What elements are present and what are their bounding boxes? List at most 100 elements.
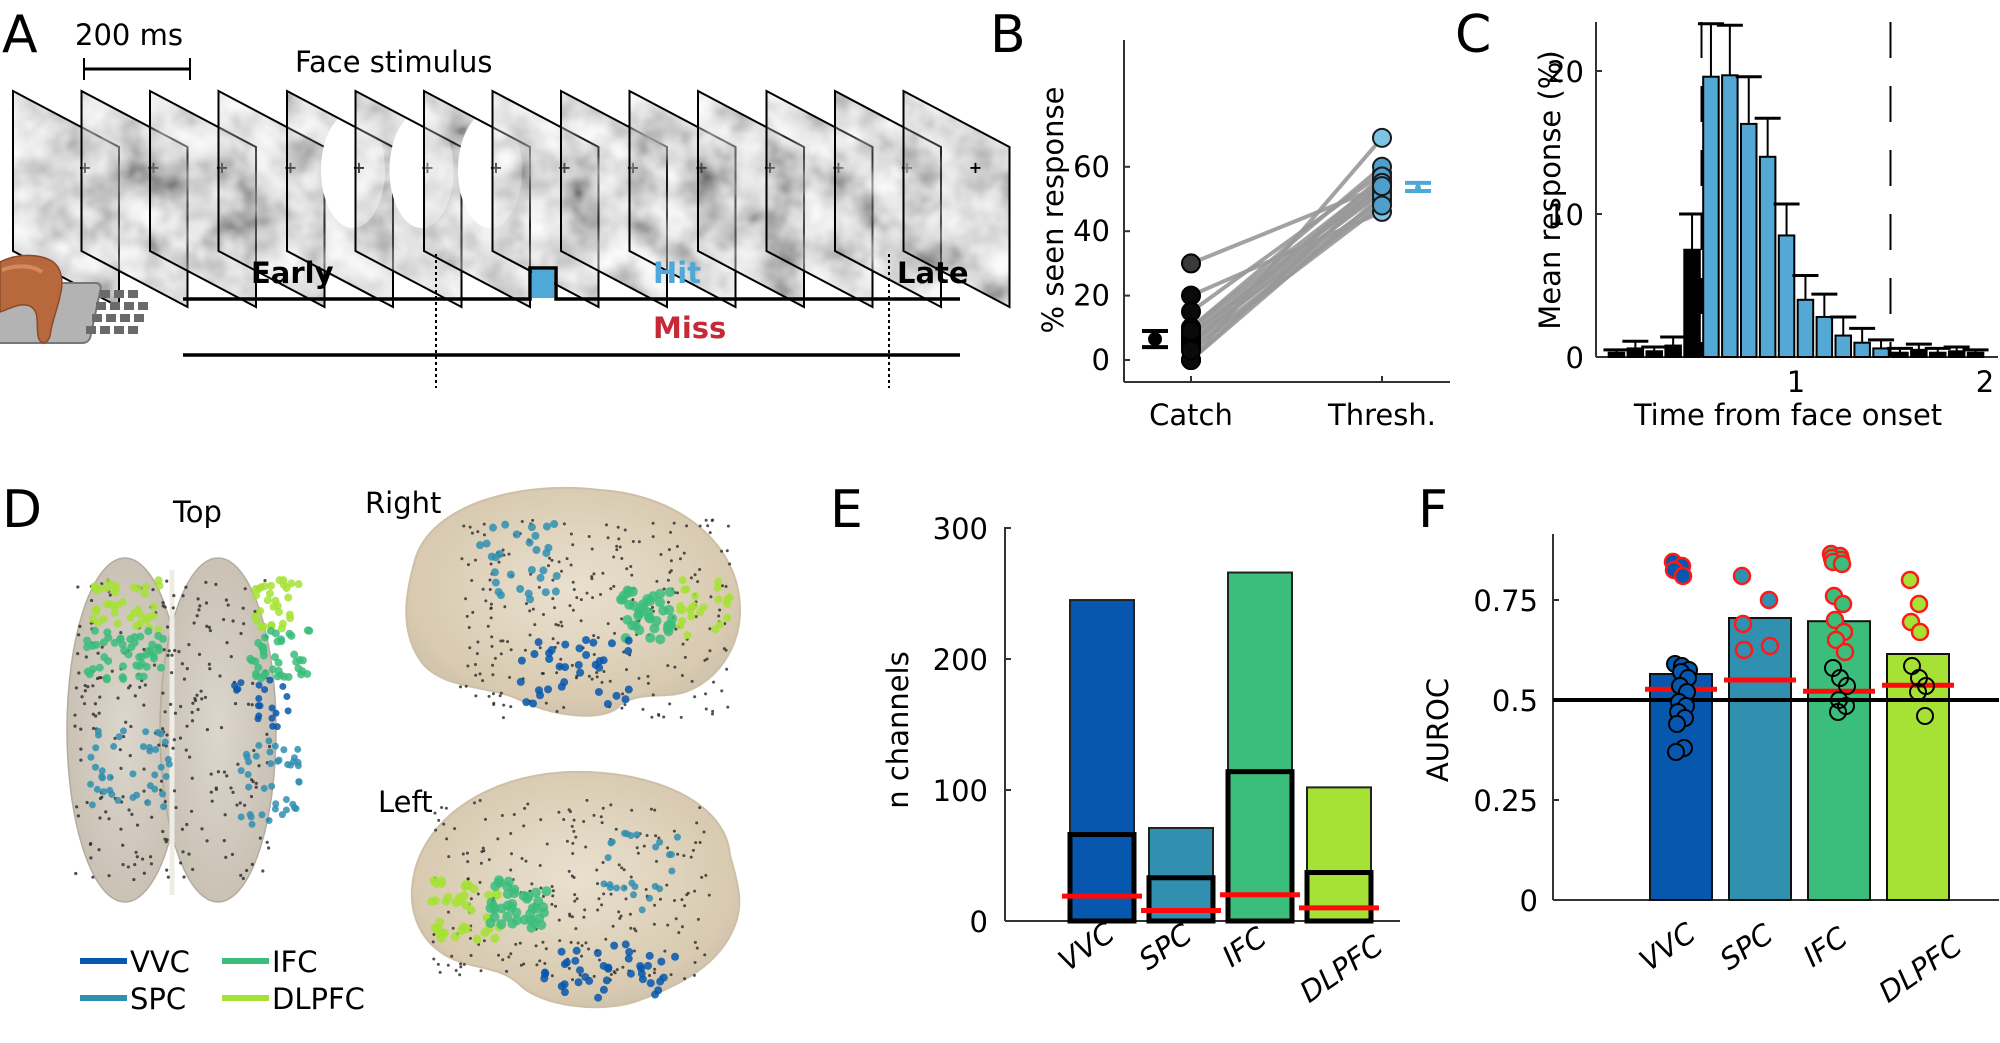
- electrode-contact: [682, 854, 686, 858]
- electrode-contact: [524, 602, 528, 606]
- electrode-contact: [479, 969, 483, 973]
- electrode-contact: [180, 827, 185, 831]
- electrode-contact: [107, 874, 111, 878]
- electrode-contact: [544, 701, 548, 705]
- electrode-contact: [292, 657, 301, 666]
- chart-b: 0 20 40 60 Catch Thresh. % seen response: [1036, 40, 1450, 432]
- electrode-contact: [530, 882, 534, 886]
- electrode-contact: [654, 834, 658, 838]
- electrode-contact: [163, 710, 167, 714]
- histogram-bar: [1943, 345, 1970, 358]
- electrode-contact: [506, 570, 515, 579]
- electrode-contact: [531, 518, 535, 522]
- electrode-contact: [571, 978, 575, 982]
- electrode-contact: [590, 677, 594, 681]
- electrode-contact: [652, 971, 656, 975]
- significant-point: [1759, 590, 1779, 610]
- thresh-point: [1372, 195, 1392, 216]
- electrode-contact: [254, 781, 258, 785]
- electrode-contact: [260, 784, 268, 792]
- electrode-contact: [174, 805, 178, 810]
- electrode-contact: [644, 887, 648, 891]
- electrode-contact: [619, 914, 623, 918]
- electrode-contact: [250, 612, 259, 621]
- electrode-contact: [579, 619, 583, 623]
- electrode-contact: [444, 806, 448, 810]
- electrode-contact: [622, 868, 626, 872]
- electrode-contact: [75, 805, 79, 809]
- electrode-contact: [703, 658, 707, 662]
- electrode-contact: [130, 638, 139, 647]
- electrode-contact: [89, 598, 94, 603]
- electrode-contact: [567, 808, 571, 812]
- electrode-contact: [606, 881, 614, 889]
- electrode-contact: [669, 559, 673, 563]
- electrode-contact: [250, 703, 254, 707]
- electrode-contact: [255, 681, 263, 689]
- electrode-contact: [540, 672, 544, 676]
- electrode-contact: [83, 689, 87, 693]
- electrode-contact: [551, 597, 555, 601]
- electrode-contact: [534, 913, 545, 924]
- electrode-contact: [154, 728, 162, 736]
- electrode-contact: [541, 894, 545, 898]
- electrode-contact: [679, 715, 683, 719]
- panel-e: E 0 100 200 300 n channels VVC SPC IFC DLPFC: [830, 480, 1400, 1009]
- electrode-contact: [570, 663, 574, 667]
- electrode-contact: [190, 719, 195, 723]
- panel-label-e: E: [830, 480, 863, 540]
- electrode-contact: [596, 636, 600, 640]
- electrode-contact: [193, 697, 197, 701]
- electrode-contact: [462, 524, 466, 528]
- nonsignificant-point: [1829, 703, 1847, 721]
- electrode-contact: [699, 603, 708, 612]
- electrode-contact: [173, 648, 177, 653]
- electrode-contact: [646, 979, 655, 988]
- electrode-contact: [482, 522, 486, 526]
- electrode-contact: [93, 785, 101, 793]
- electrode-contact: [185, 667, 189, 671]
- electrode-contact: [169, 702, 173, 706]
- electrode-contact: [249, 794, 254, 799]
- electrode-contact: [154, 576, 163, 585]
- electrode-contact: [666, 600, 670, 604]
- electrode-contact: [79, 727, 83, 731]
- electrode-contact: [142, 703, 146, 707]
- electrode-contact: [466, 877, 470, 881]
- electrode-contact: [157, 663, 166, 672]
- electrode-contact: [157, 743, 161, 747]
- electrode-contact: [470, 531, 474, 535]
- electrode-contact: [229, 655, 233, 659]
- electrode-contact: [569, 532, 573, 536]
- electrode-contact: [119, 631, 123, 635]
- electrode-contact: [265, 732, 269, 736]
- electrode-contact: [265, 817, 273, 825]
- electrode-contact: [652, 843, 660, 851]
- electrode-contact: [675, 591, 679, 595]
- histogram-bar: [1962, 348, 1989, 358]
- electrode-contact: [714, 577, 723, 586]
- electrode-contact: [224, 598, 229, 602]
- electrode-contact: [622, 614, 633, 625]
- keyboard-hand-icon: [0, 254, 148, 344]
- electrode-contact: [225, 774, 229, 778]
- electrode-contact: [645, 834, 649, 838]
- electrode-contact: [664, 587, 675, 598]
- electrode-contact: [565, 557, 569, 561]
- y-tick-label: 300: [933, 512, 988, 546]
- electrode-contact: [263, 578, 267, 583]
- electrode-contact: [180, 662, 184, 666]
- electrode-contact: [695, 946, 699, 950]
- electrode-contact: [693, 961, 697, 965]
- histogram-bar: [1830, 315, 1857, 358]
- electrode-contact: [98, 767, 106, 775]
- electrode-contact: [488, 578, 492, 582]
- electrode-contact: [572, 946, 581, 955]
- electrode-contact: [237, 813, 245, 821]
- electrode-contact: [442, 822, 446, 826]
- electrode-contact: [607, 639, 616, 648]
- electrode-contact: [108, 593, 112, 597]
- nonsignificant-point: [1838, 677, 1856, 695]
- electrode-contact: [522, 893, 533, 904]
- electrode-contact: [476, 892, 480, 896]
